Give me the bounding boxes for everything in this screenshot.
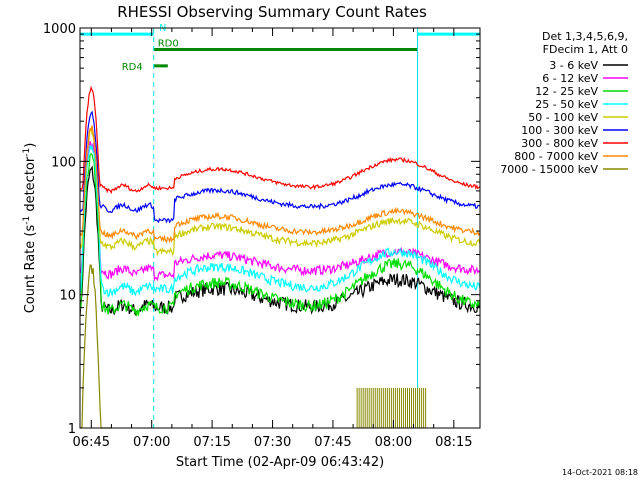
series-lines xyxy=(79,85,481,429)
legend-header-line: Det 1,3,4,5,6,9, xyxy=(542,30,628,43)
x-tick-label: 07:45 xyxy=(314,435,351,450)
time-markers xyxy=(79,28,481,428)
x-tick-label: 08:15 xyxy=(435,435,472,450)
series-line xyxy=(79,140,481,282)
legend-entry-label: 12 - 25 keV xyxy=(535,85,598,98)
y-tick-label: 100 xyxy=(51,155,76,170)
x-tick-label: 06:45 xyxy=(73,435,110,450)
legend: Det 1,3,4,5,6,9,FDecim 1, Att 0 3 - 6 keV… xyxy=(500,30,628,176)
legend-entry-label: 800 - 7000 keV xyxy=(514,150,598,163)
y-axis: 1 10 100 1000 xyxy=(43,22,480,437)
legend-entry-label: 6 - 12 keV xyxy=(542,72,598,85)
legend-entry-label: 7000 - 15000 keV xyxy=(500,163,598,176)
series-line xyxy=(80,264,112,429)
x-tick-label: 07:00 xyxy=(133,435,170,450)
series-line xyxy=(79,165,481,316)
y-tick-label: 1000 xyxy=(43,22,76,37)
series-line xyxy=(79,143,481,298)
plot-frame xyxy=(79,27,481,429)
flag-label: N xyxy=(159,23,166,34)
legend-entry-label: 50 - 100 keV xyxy=(528,111,598,124)
series-line xyxy=(79,125,481,244)
x-axis-label: Start Time (02-Apr-09 06:43:42) xyxy=(176,455,384,470)
legend-header-line: FDecim 1, Att 0 xyxy=(543,43,628,56)
plot-area: N RD0 RD4 06:45 07:00 07:15 07:30 07:45 08:00 08… xyxy=(43,22,481,450)
x-axis: 06:45 07:00 07:15 07:30 07:45 08:00 08:15 xyxy=(73,28,473,450)
x-tick-label: 07:30 xyxy=(254,435,291,450)
y-tick-label: 10 xyxy=(59,289,76,304)
y-tick-label: 1 xyxy=(68,422,76,437)
series-line xyxy=(79,152,481,317)
legend-entry-label: 100 - 300 keV xyxy=(521,124,598,137)
flag-bars: N RD0 RD4 xyxy=(80,23,480,73)
legend-entry-label: 25 - 50 keV xyxy=(535,98,598,111)
y-axis-label: Count Rate (s-1 detector-1) xyxy=(22,143,38,314)
flag-label: RD0 xyxy=(158,38,179,49)
x-tick-label: 08:00 xyxy=(375,435,412,450)
legend-entry-label: 300 - 800 keV xyxy=(521,137,598,150)
legend-entry-label: 3 - 6 keV xyxy=(549,59,598,72)
flag-label: RD4 xyxy=(122,62,143,73)
series-line xyxy=(79,110,481,224)
x-tick-label: 07:15 xyxy=(193,435,230,450)
series-line xyxy=(79,127,481,257)
chart-title: RHESSI Observing Summary Count Rates xyxy=(117,3,427,21)
footer-date: 14-Oct-2021 08:18 xyxy=(562,468,638,477)
series-line xyxy=(79,85,481,195)
